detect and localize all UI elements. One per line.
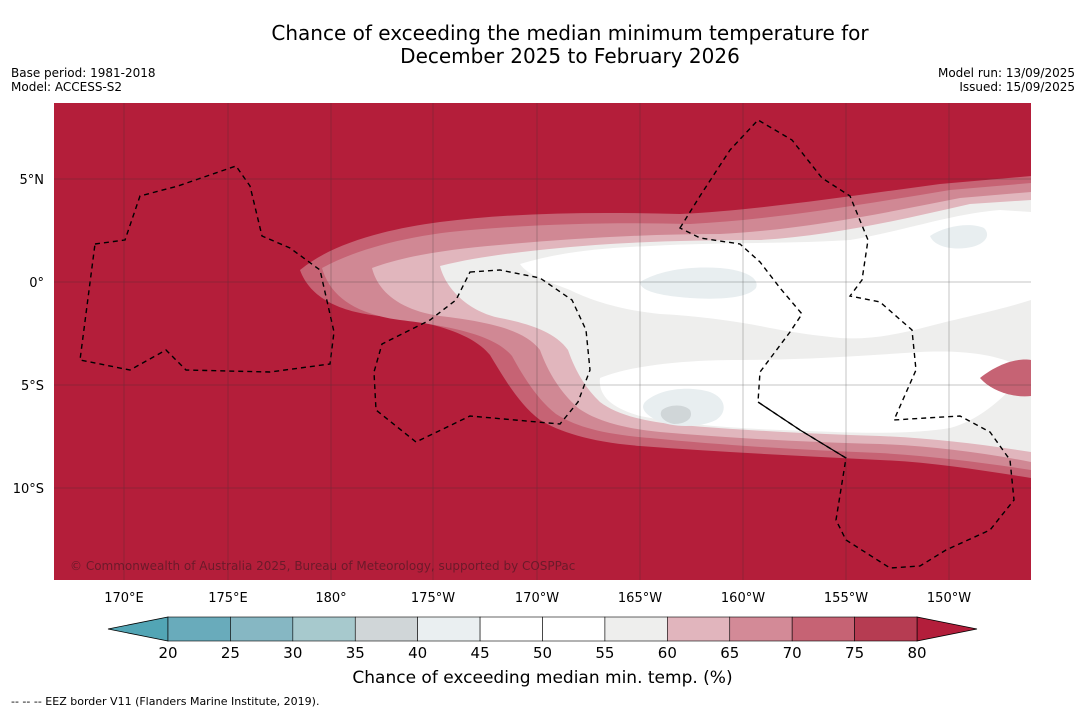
map-plot: © Commonwealth of Australia 2025, Bureau…	[54, 103, 1031, 580]
lat-label-5n: 5°N	[20, 173, 45, 188]
lat-label-5s: 5°S	[21, 379, 44, 394]
eez-borders	[79, 119, 1015, 569]
colorbar-tick-label: 75	[845, 644, 864, 662]
eez-border-north	[678, 119, 1015, 569]
meta-right: Model run: 13/09/2025 Issued: 15/09/2025	[938, 66, 1075, 94]
meta-left: Base period: 1981-2018 Model: ACCESS-S2	[11, 66, 156, 94]
colorbar-swatch	[354, 616, 418, 642]
colorbar-tick-label: 35	[346, 644, 365, 662]
colorbar-swatch	[417, 616, 481, 642]
zone-35-south	[660, 405, 692, 424]
colorbar-tick-label: 70	[783, 644, 802, 662]
lon-label-180: 180°	[315, 591, 346, 606]
colorbar-tick-label: 45	[471, 644, 490, 662]
gridlines	[54, 103, 1031, 580]
lon-label-175w: 175°W	[411, 591, 455, 606]
lon-label-155w: 155°W	[824, 591, 868, 606]
colorbar-swatch	[230, 616, 294, 642]
solid-boundary-line	[757, 401, 847, 459]
lat-label-10s: 10°S	[13, 482, 44, 497]
base-period: Base period: 1981-2018	[11, 66, 156, 80]
colorbar: 20 25 30 35 40 45 50 55 60 65 70 75 80	[107, 616, 978, 662]
colorbar-swatch	[167, 616, 231, 642]
eez-footnote: -- -- -- EEZ border V11 (Flanders Marine…	[11, 695, 320, 708]
title-line-2: December 2025 to February 2026	[400, 44, 740, 68]
colorbar-swatches	[167, 616, 918, 642]
lon-label-160w: 160°W	[721, 591, 765, 606]
colorbar-over-triangle	[916, 616, 978, 642]
colorbar-swatch	[854, 616, 918, 642]
eez-border-west	[79, 165, 335, 373]
lon-label-165w: 165°W	[618, 591, 662, 606]
colorbar-swatch	[729, 616, 793, 642]
latitude-labels: 5°N 0° 5°S 10°S	[13, 173, 44, 497]
zone-40-east	[930, 225, 988, 249]
copyright-text: © Commonwealth of Australia 2025, Bureau…	[70, 559, 575, 573]
colorbar-tick-label: 40	[408, 644, 427, 662]
colorbar-swatch	[542, 616, 606, 642]
colorbar-title: Chance of exceeding median min. temp. (%…	[352, 668, 733, 688]
map-title: Chance of exceeding the median minimum t…	[0, 22, 1085, 68]
colorbar-tick-label: 50	[533, 644, 552, 662]
lon-label-175e: 175°E	[208, 591, 248, 606]
colorbar-tick-label: 30	[283, 644, 302, 662]
zone-40-equator	[640, 267, 757, 299]
colorbar-tick-label: 20	[158, 644, 177, 662]
colorbar-tick-label: 65	[720, 644, 739, 662]
zone-50	[520, 210, 1031, 339]
longitude-labels: 170°E 175°E 180° 175°W 170°W 165°W 160°W…	[104, 591, 971, 606]
lon-label-150w: 150°W	[927, 591, 971, 606]
colorbar-ticks: 20 25 30 35 40 45 50 55 60 65 70 75 80	[158, 644, 926, 662]
lon-label-170e: 170°E	[104, 591, 144, 606]
colorbar-tick-label: 80	[907, 644, 926, 662]
colorbar-swatch	[667, 616, 731, 642]
model-run: Model run: 13/09/2025	[937, 66, 1075, 80]
colorbar-swatch	[791, 616, 855, 642]
issued-date: Issued: 15/09/2025	[959, 80, 1075, 94]
colorbar-swatch	[479, 616, 543, 642]
zone-70-southeast	[980, 359, 1031, 397]
colorbar-swatch	[292, 616, 356, 642]
colorbar-under-triangle	[107, 616, 169, 642]
lon-label-170w: 170°W	[515, 591, 559, 606]
model-name: Model: ACCESS-S2	[11, 80, 123, 94]
colorbar-tick-label: 25	[221, 644, 240, 662]
colorbar-tick-label: 55	[595, 644, 614, 662]
lat-label-0: 0°	[29, 276, 44, 291]
eez-border-center	[373, 269, 591, 443]
title-line-1: Chance of exceeding the median minimum t…	[271, 21, 869, 45]
colorbar-swatch	[604, 616, 668, 642]
colorbar-tick-label: 60	[658, 644, 677, 662]
